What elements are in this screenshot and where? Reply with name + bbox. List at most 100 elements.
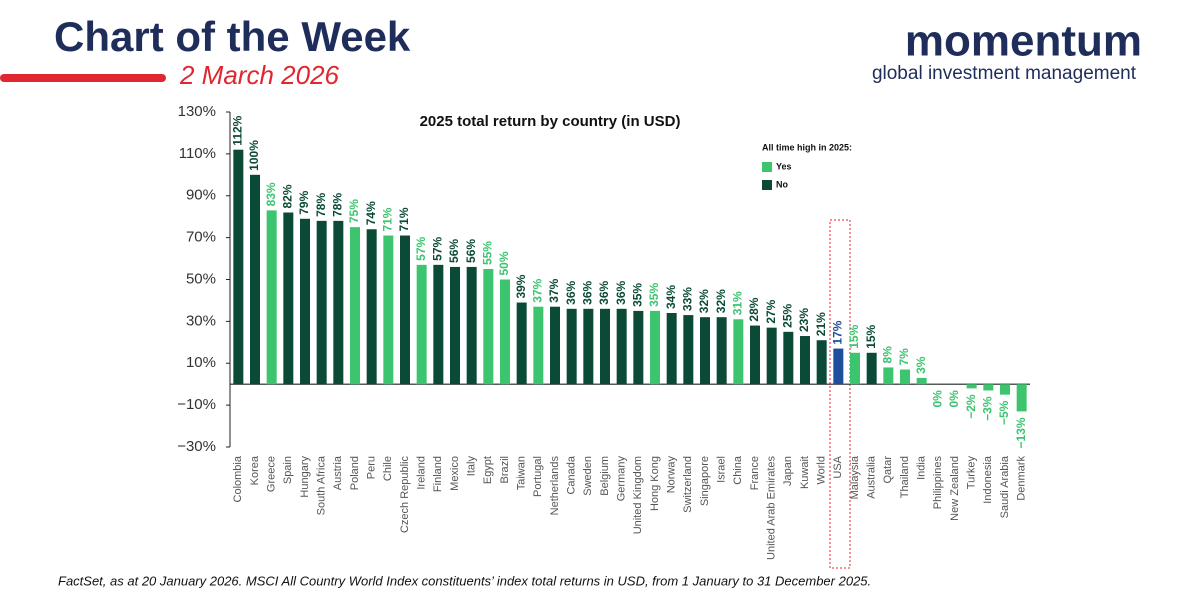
x-tick-label: India [916,455,928,480]
bar [866,352,877,385]
x-tick-label: Indonesia [982,455,994,504]
x-tick-label: Philippines [932,456,944,510]
value-label: 71% [381,207,395,231]
value-label: 34% [664,285,678,309]
x-tick-label: Spain [282,456,294,484]
value-label: 71% [397,207,411,231]
value-label: 35% [647,283,661,307]
x-tick-label: World [816,456,828,485]
x-tick-label: Qatar [882,456,894,484]
y-tick-label: 110% [179,145,216,162]
value-label: 35% [631,283,645,307]
value-label: 0% [947,390,961,408]
bar [533,306,544,385]
bar [916,377,927,385]
x-tick-label: Belgium [599,456,611,496]
value-label: 7% [897,348,911,366]
bar [416,264,427,385]
bar [483,269,494,385]
value-label: 31% [731,291,745,315]
value-label: 100% [247,140,261,171]
value-label: −13% [1014,417,1028,448]
bar [700,317,710,385]
y-tick-label: 90% [186,187,216,204]
bar [816,340,827,385]
value-label: 33% [681,287,695,311]
bar [516,302,527,385]
x-tick-label: Norway [666,456,678,494]
bar [733,319,744,385]
value-label: 57% [414,236,428,260]
value-label: 21% [814,312,828,336]
bar [850,352,860,385]
value-label: 37% [547,278,561,302]
x-tick-label: Hong Kong [649,456,661,511]
value-label: 78% [314,193,328,217]
bar [633,310,644,385]
value-label: 15% [847,324,861,348]
bar [683,315,694,385]
x-tick-label: Taiwan [516,456,528,490]
value-label: 56% [447,239,461,263]
value-label: 36% [597,280,611,304]
x-tick-label: United Arab Emirates [766,456,778,560]
value-label: −3% [981,396,995,421]
value-label: −2% [964,394,978,419]
bar [666,313,677,385]
value-label: 50% [497,251,511,275]
x-tick-label: Switzerland [682,456,694,513]
value-label: 28% [747,297,761,321]
value-label: 32% [714,289,728,313]
x-tick-label: Israel [716,456,728,483]
x-tick-label: Denmark [1016,456,1028,501]
legend-swatch [762,162,772,172]
y-tick-label: −30% [177,438,216,455]
y-tick-label: −10% [177,396,216,413]
y-tick-label: 70% [186,229,216,246]
page-date: 2 March 2026 [179,60,340,90]
bar [233,149,244,385]
x-tick-label: Mexico [449,456,461,491]
value-label: 25% [781,303,795,327]
bar [300,218,310,385]
title-rule [0,74,166,82]
value-label: 79% [297,190,311,214]
x-tick-label: United Kingdom [632,456,644,534]
x-tick-label: Greece [266,456,278,492]
bar [433,264,444,385]
value-label: 17% [831,320,845,344]
bar [800,336,810,385]
value-label: 57% [431,236,445,260]
x-tick-label: Chile [382,456,394,481]
bar [383,235,394,385]
bar [250,174,260,385]
highlight-box [829,219,851,569]
x-tick-label: France [749,456,761,490]
bar [983,384,994,391]
bar [400,235,410,385]
x-tick-label: Kuwait [799,456,811,489]
y-tick-label: 10% [186,354,216,371]
logo: momentum [905,17,1142,66]
x-tick-label: Korea [249,455,261,485]
x-tick-label: Sweden [582,456,594,496]
x-tick-label: Malaysia [849,455,861,499]
page-title: Chart of the Week [54,13,411,60]
bar [583,308,594,385]
legend-label: Yes [776,161,792,171]
x-tick-label: Poland [349,456,361,490]
value-label: 23% [797,308,811,332]
x-tick-label: Italy [466,456,478,477]
x-tick-label: Germany [616,456,628,502]
x-tick-label: Colombia [232,455,244,502]
x-tick-label: Czech Republic [399,456,411,534]
bar [966,384,977,389]
value-label: 27% [764,299,778,323]
legend-swatch [762,180,772,190]
value-label: 3% [914,356,928,374]
bar [1016,384,1027,412]
bar [466,266,477,385]
chart-title: 2025 total return by country (in USD) [420,113,681,130]
bar [883,367,894,385]
bar [650,310,660,385]
